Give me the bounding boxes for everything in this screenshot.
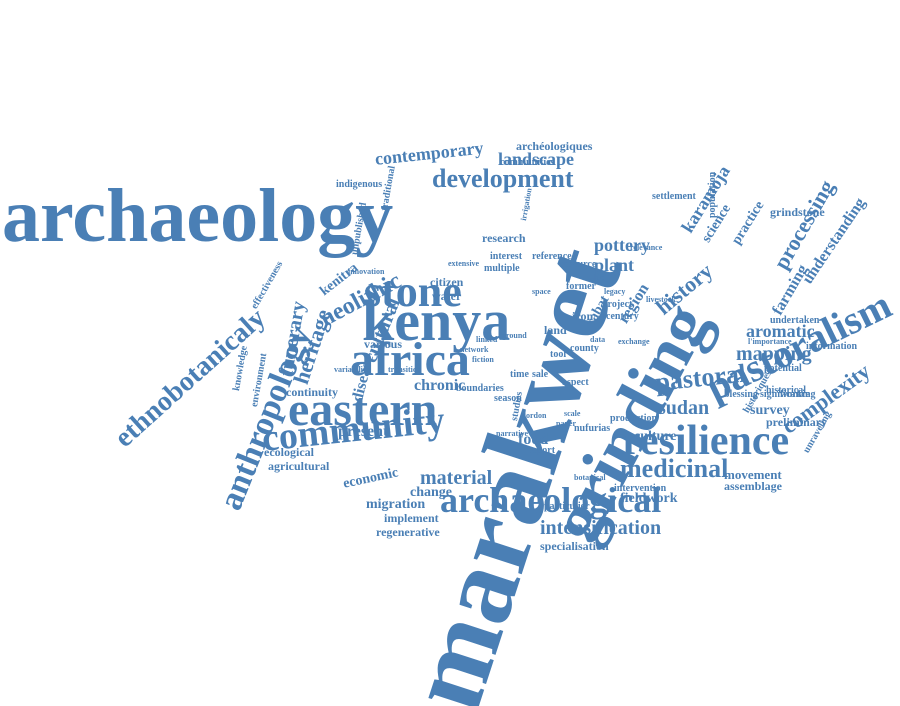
word-regenerative: regenerative bbox=[376, 525, 440, 539]
word-innovation: innovation bbox=[348, 267, 385, 276]
word-value: value bbox=[586, 273, 605, 282]
word-fiction: fiction bbox=[472, 355, 494, 364]
word-ecological: ecological bbox=[264, 445, 314, 459]
word-relevance: relevance bbox=[630, 243, 663, 252]
word-network: network bbox=[460, 345, 489, 354]
word-iron: iron bbox=[572, 309, 594, 323]
word-season: season bbox=[494, 393, 522, 404]
word-narrative: narrative bbox=[496, 429, 528, 438]
word-chronic: chronic bbox=[414, 377, 466, 394]
word-food: food bbox=[518, 431, 549, 448]
word-county: county bbox=[570, 343, 599, 354]
word-settlement: settlement bbox=[652, 191, 696, 202]
word-fieldwork: fieldwork bbox=[620, 491, 678, 506]
word-historical: historical bbox=[766, 385, 806, 396]
word-sale: sale bbox=[532, 369, 549, 380]
word-land: land bbox=[544, 323, 567, 337]
word-intervention: intervention bbox=[614, 483, 667, 494]
word-agricultural: agricultural bbox=[268, 459, 330, 473]
word-practice: practice bbox=[729, 198, 768, 248]
word-economic: economic bbox=[341, 465, 400, 492]
word-aromatic: aromatic bbox=[746, 321, 815, 341]
word-indigenous: indigenous bbox=[336, 179, 383, 190]
word-significance: significance bbox=[760, 389, 810, 400]
word-mapping: mapping bbox=[736, 343, 812, 365]
word-space: space bbox=[532, 287, 551, 296]
word-implement: implement bbox=[384, 511, 439, 525]
word-exchange: exchange bbox=[618, 337, 650, 346]
word-extensive: extensive bbox=[448, 259, 480, 268]
word-resource: resource bbox=[560, 259, 597, 270]
word-various: various bbox=[364, 337, 403, 351]
word-reference: reference bbox=[532, 251, 572, 262]
word-present: present bbox=[338, 423, 389, 440]
word-livestock: livestock bbox=[646, 295, 676, 304]
word-interest: interest bbox=[490, 251, 523, 262]
word-nufurias: nufurias bbox=[574, 423, 611, 434]
word-production: production bbox=[610, 413, 658, 424]
word-gordon: gordon bbox=[522, 411, 547, 420]
word-communities: communities bbox=[500, 157, 555, 168]
word-scale: scale bbox=[564, 409, 581, 418]
word-research: research bbox=[482, 231, 526, 245]
word-landscape: landscape bbox=[498, 149, 575, 169]
word-migration: migration bbox=[366, 497, 426, 512]
word-undertaken: undertaken bbox=[770, 315, 820, 326]
word-archaeology: archaeology bbox=[2, 174, 394, 258]
word-specialisation: specialisation bbox=[540, 539, 609, 553]
word-change: change bbox=[410, 485, 452, 500]
word-preliminary: preliminary bbox=[766, 415, 828, 429]
word-particulier: particulier bbox=[544, 501, 590, 512]
word-material: material bbox=[420, 467, 493, 489]
word-africa: africa bbox=[350, 333, 470, 386]
word-movement: movement bbox=[724, 467, 782, 482]
word-stone: stone bbox=[364, 267, 462, 316]
word-continuity: continuity bbox=[286, 385, 339, 399]
word-development: development bbox=[432, 164, 574, 193]
word-pottery: pottery bbox=[594, 235, 650, 255]
word-aspect: aspect bbox=[562, 377, 589, 388]
word-kenya: kenya bbox=[362, 288, 511, 353]
word-effectiveness: effectiveness bbox=[249, 259, 286, 311]
word-project: project bbox=[602, 299, 633, 310]
word-citizen: citizen bbox=[430, 275, 464, 289]
word-plant: plant bbox=[594, 255, 635, 275]
word-ground: ground bbox=[502, 331, 527, 340]
word-blessing: blessing bbox=[724, 389, 758, 400]
word-legacy: legacy bbox=[604, 287, 626, 296]
word-variability: variability bbox=[334, 365, 370, 374]
word-data: data bbox=[590, 335, 606, 344]
word-culture: culture bbox=[634, 429, 677, 444]
word-sudan: sudan bbox=[658, 397, 710, 419]
word-l-importance: l'importance bbox=[748, 337, 792, 346]
word-paper: paper bbox=[556, 419, 576, 428]
word-century: century bbox=[606, 311, 639, 322]
word-traditional: traditional bbox=[379, 164, 398, 212]
word-time: time bbox=[510, 369, 529, 380]
word-information: information bbox=[806, 341, 858, 352]
word-botanical: botanical bbox=[574, 473, 606, 482]
word-multiple: multiple bbox=[484, 263, 520, 274]
word-survey: survey bbox=[750, 403, 790, 418]
word-intensification: intensification bbox=[540, 517, 662, 539]
word-tool: tool bbox=[550, 349, 567, 360]
word-archaeological: archaeological bbox=[440, 480, 662, 520]
word-assemblage: assemblage bbox=[724, 479, 782, 493]
word-transition: transition bbox=[388, 365, 422, 374]
word-linked: linked bbox=[476, 335, 498, 344]
word-report: report bbox=[528, 445, 556, 456]
word-water: water bbox=[432, 289, 462, 303]
word-grindstone: grindstone bbox=[770, 205, 825, 219]
word-former: former bbox=[566, 281, 596, 292]
word-boundaries: boundaries bbox=[456, 383, 504, 394]
word-arch-ologiques: archéologiques bbox=[516, 139, 593, 153]
word-population: population bbox=[707, 171, 718, 218]
word-potential: potential bbox=[764, 363, 802, 374]
word-resilience: resilience bbox=[622, 418, 790, 464]
word-working: working bbox=[780, 389, 816, 400]
word-farming: farming bbox=[769, 261, 812, 318]
word-medicinal: medicinal bbox=[620, 454, 729, 483]
word-eastern: eastern bbox=[288, 383, 438, 436]
